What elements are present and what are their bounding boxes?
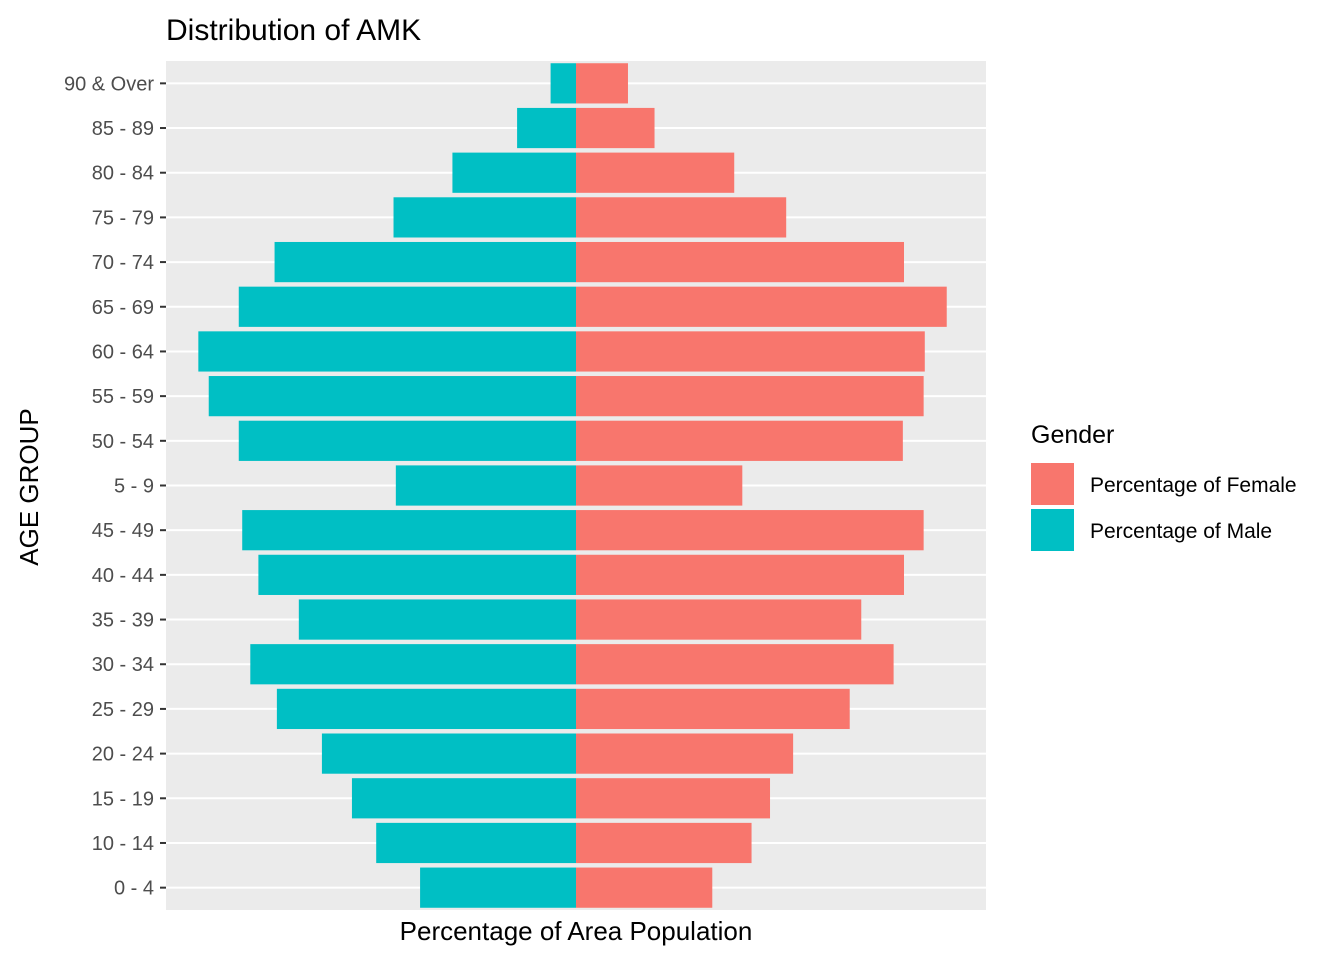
legend-key	[1031, 509, 1074, 551]
female-bar	[576, 152, 735, 193]
y-tick-label: 85 - 89	[92, 118, 154, 140]
male-bar	[258, 554, 576, 595]
male-bar	[452, 152, 576, 193]
female-bar	[576, 241, 904, 283]
y-tick-label: 5 - 9	[114, 476, 154, 498]
female-bar	[576, 197, 787, 238]
y-tick-label: 90 & Over	[64, 73, 154, 95]
female-bar	[576, 554, 904, 595]
legend-label: Percentage of Female	[1090, 474, 1297, 497]
y-tick-label: 25 - 29	[92, 699, 154, 721]
male-bar	[376, 822, 576, 864]
male-bar	[351, 778, 576, 819]
legend-title: Gender	[1031, 421, 1114, 449]
legend-key	[1031, 463, 1074, 505]
female-bar	[576, 688, 850, 730]
y-tick-label: 35 - 39	[92, 610, 154, 632]
y-tick-label: 0 - 4	[114, 878, 154, 900]
male-bar	[250, 644, 576, 685]
male-bar	[393, 197, 576, 238]
legend-label: Percentage of Male	[1090, 520, 1272, 543]
female-bar	[576, 465, 743, 506]
y-tick-label: 30 - 34	[92, 654, 154, 676]
male-bar	[420, 867, 576, 908]
y-axis-title: AGE GROUP	[14, 408, 44, 565]
legend-items: Percentage of Female Percentage of Male	[1031, 463, 1297, 551]
male-bar	[517, 107, 576, 149]
female-bar	[576, 331, 925, 372]
y-tick-label: 50 - 54	[92, 431, 154, 453]
y-tick-label: 75 - 79	[92, 207, 154, 229]
male-bar	[238, 286, 576, 327]
female-bar	[576, 376, 924, 417]
y-tick-label: 60 - 64	[92, 341, 154, 363]
female-bar	[576, 63, 628, 104]
male-bar	[395, 465, 576, 506]
y-axis: 0 - 4 10 - 14 15 - 19 20 - 24 25 - 29 30 - 34…	[64, 73, 166, 900]
female-bar	[576, 420, 903, 461]
y-tick-label: 65 - 69	[92, 297, 154, 319]
female-bar	[576, 822, 752, 864]
x-axis-title: Percentage of Area Population	[400, 916, 753, 946]
female-bar	[576, 599, 862, 640]
female-bar	[576, 107, 655, 149]
y-tick-label: 40 - 44	[92, 565, 154, 587]
y-tick-label: 80 - 84	[92, 163, 154, 185]
female-bar	[576, 286, 947, 327]
female-bar	[576, 778, 771, 819]
female-bar	[576, 510, 924, 551]
y-tick-label: 15 - 19	[92, 788, 154, 810]
y-tick-label: 45 - 49	[92, 520, 154, 542]
male-bar	[298, 599, 576, 640]
chart-title: Distribution of AMK	[166, 14, 421, 47]
y-tick-label: 10 - 14	[92, 833, 154, 855]
male-bar	[208, 376, 576, 417]
male-bar	[238, 420, 576, 461]
female-bar	[576, 644, 894, 685]
male-bar	[274, 241, 576, 283]
y-tick-label: 70 - 74	[92, 252, 154, 274]
male-bar	[242, 510, 577, 551]
male-bar	[550, 63, 576, 104]
male-bar	[321, 733, 576, 774]
male-bar	[198, 331, 577, 372]
y-tick-label: 55 - 59	[92, 386, 154, 408]
male-bar	[276, 688, 576, 730]
female-bar	[576, 733, 794, 774]
bars	[198, 63, 947, 908]
y-tick-label: 20 - 24	[92, 744, 154, 766]
female-bar	[576, 867, 713, 908]
